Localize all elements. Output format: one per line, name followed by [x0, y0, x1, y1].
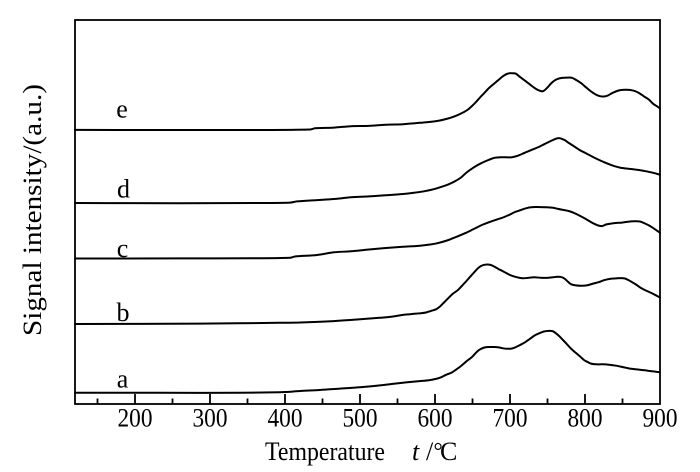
svg-text:c: c [117, 234, 129, 263]
svg-text:d: d [117, 174, 130, 203]
svg-text:Temperature: Temperature [265, 437, 385, 466]
svg-text:500: 500 [343, 404, 378, 433]
svg-text:900: 900 [643, 404, 678, 433]
svg-text:°: ° [434, 439, 443, 464]
svg-text:200: 200 [118, 404, 153, 433]
svg-text:800: 800 [568, 404, 603, 433]
svg-text:b: b [117, 298, 130, 327]
svg-text:a: a [117, 365, 129, 394]
svg-text:/: / [426, 437, 434, 466]
svg-text:C: C [440, 437, 457, 466]
svg-text:600: 600 [418, 404, 453, 433]
svg-text:400: 400 [268, 404, 303, 433]
svg-text:700: 700 [493, 404, 528, 433]
svg-text:e: e [116, 95, 128, 124]
svg-text:Signal intensity/(a.u.): Signal intensity/(a.u.) [18, 84, 47, 336]
svg-text:300: 300 [193, 404, 228, 433]
svg-text:t: t [412, 437, 420, 466]
